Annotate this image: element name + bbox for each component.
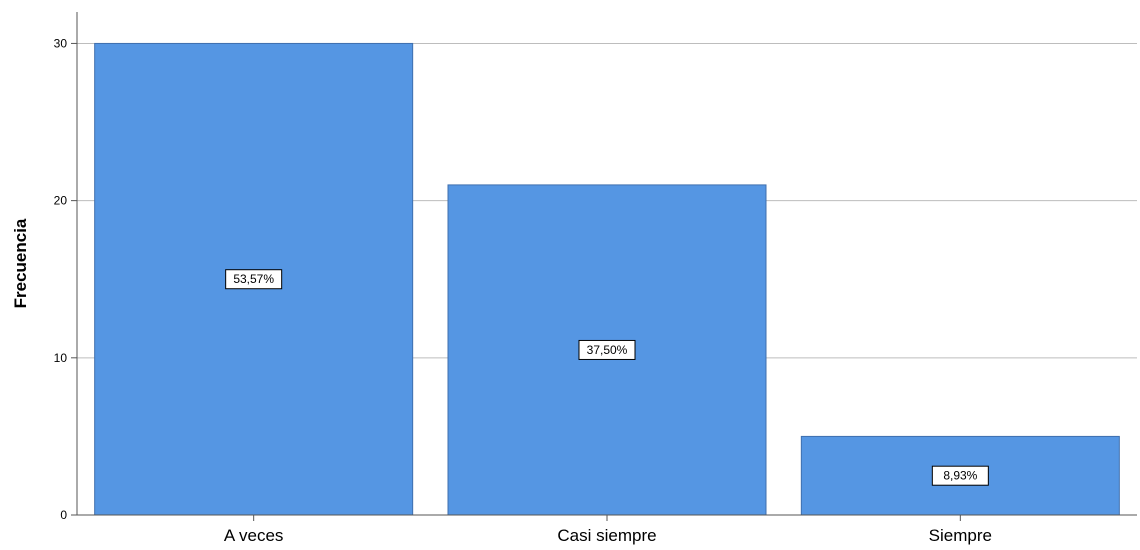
data-label-box (225, 269, 283, 290)
data-label: 53,57% (233, 272, 274, 286)
y-tick-label: 30 (54, 36, 68, 50)
y-axis-title: Frecuencia (11, 218, 30, 308)
data-label: 37,50% (587, 343, 628, 357)
data-label: 8,93% (943, 469, 977, 483)
x-tick-label: Siempre (929, 526, 992, 545)
x-tick-label: Casi siempre (557, 526, 656, 545)
data-label-box (931, 465, 989, 486)
data-labels: 53,57% 37,50% 8,93% (225, 269, 989, 486)
x-tick-label: A veces (224, 526, 284, 545)
data-label-box (578, 339, 636, 360)
x-tick-labels: A veces Casi siempre Siempre (224, 515, 992, 545)
y-tick-labels: 0 10 20 30 (54, 36, 77, 522)
y-tick-label: 0 (60, 508, 67, 522)
y-tick-label: 10 (54, 351, 68, 365)
y-tick-label: 20 (54, 194, 68, 208)
